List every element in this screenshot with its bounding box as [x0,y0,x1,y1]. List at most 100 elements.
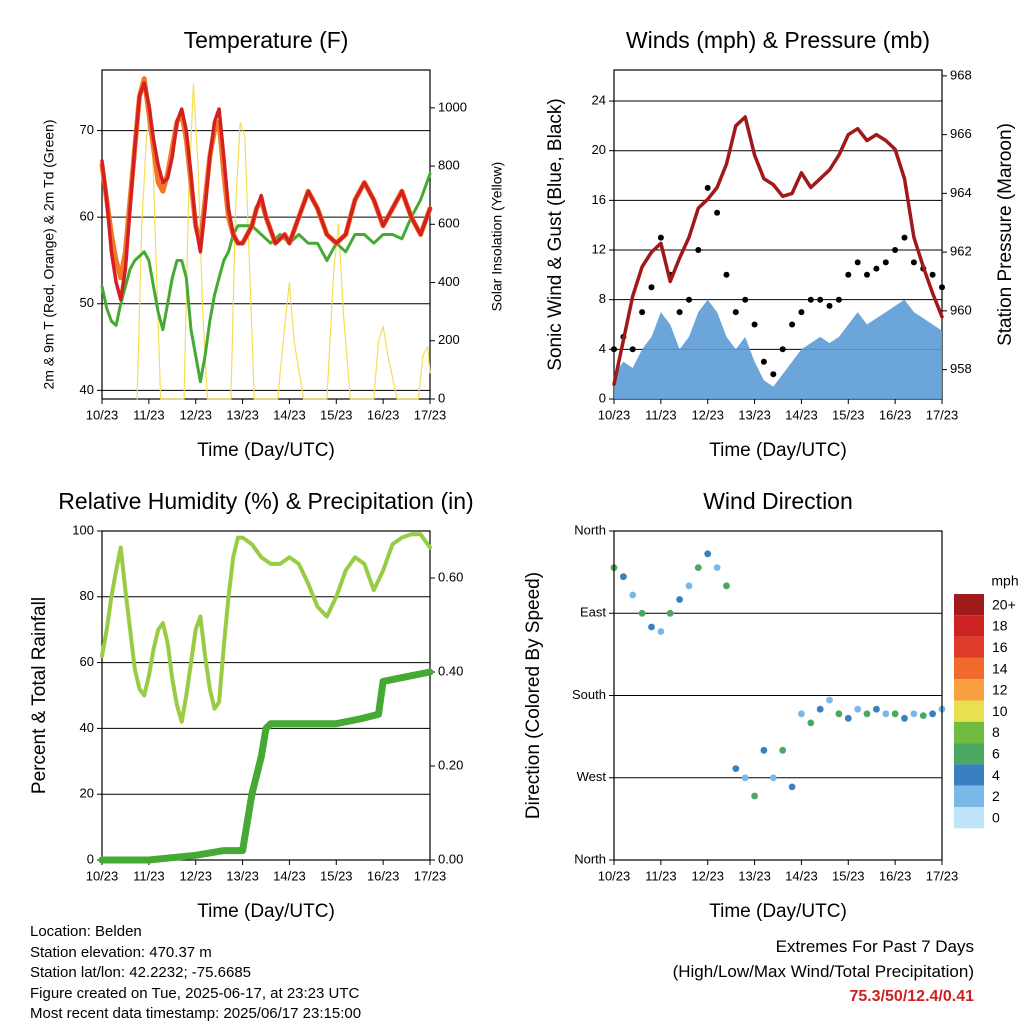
y2-tick-label: 0.20 [438,757,463,772]
y2-tick-label: 968 [950,67,972,82]
gust-point [789,321,796,328]
x-tick-label: 13/23 [738,868,771,883]
direction-point [741,774,749,782]
gust-point [873,265,880,272]
direction-point [779,746,787,754]
gust-point [742,296,749,303]
gust-point [929,271,936,278]
direction-tick-label: East [580,605,606,620]
legend-label: 2 [992,788,1000,804]
x-tick-label: 15/23 [320,407,353,422]
legend-label: 4 [992,767,1000,783]
direction-point [629,591,637,599]
direction-tick-label: West [577,769,607,784]
plot-frame [101,530,431,861]
x-tick-label: 11/23 [133,407,165,422]
x-tick-label: 17/23 [414,407,447,422]
dewpoint-line [100,172,432,384]
y-tick-label: 0 [87,851,94,866]
y-tick-label: 4 [599,341,606,356]
y2-tick-label: 200 [438,332,460,347]
panel-2-title: Winds (mph) & Pressure (mb) [626,27,930,53]
y2-tick-label: 0 [438,390,445,405]
gust-point [723,271,730,278]
gust-point [817,296,824,303]
legend-label: 20+ [992,596,1016,612]
direction-point [620,573,627,581]
legend-swatch [954,657,984,680]
direction-point [901,714,908,722]
x-tick-label: 14/23 [273,868,306,883]
solar-insolation-line [136,83,431,400]
y-tick-label: 100 [72,522,94,537]
direction-point [873,705,880,713]
gust-point [648,284,655,291]
gust-point [676,309,683,316]
x-tick-label: 14/23 [785,407,818,422]
direction-point [854,705,862,713]
legend-swatch [954,764,984,786]
legend-swatch [954,785,984,807]
x-tick-label: 16/23 [367,868,400,883]
gust-point [882,259,889,266]
plot-frame [613,530,943,861]
x-tick-label: 13/23 [226,868,259,883]
panel-4-title: Wind Direction [703,488,853,514]
direction-point [929,710,936,718]
gust-point [629,346,636,353]
x-tick-label: 14/23 [273,407,306,422]
direction-point [919,712,927,719]
y2-tick-label: 964 [950,185,972,200]
gust-point [770,371,777,378]
y-tick-label: 60 [80,654,94,669]
panel-1-xlabel: Time (Day/UTC) [197,440,335,461]
latlon-text: Station lat/lon: 42.2232; -75.6685 [30,964,252,981]
y2-tick-label: 600 [438,216,460,231]
x-tick-label: 12/23 [179,868,212,883]
direction-point [704,550,712,558]
direction-point [676,596,683,603]
legend-swatch [954,594,984,616]
extremes-values: 75.3/50/12.4/0.41 [849,988,974,1005]
gust-point [854,259,861,266]
x-tick-label: 10/23 [598,868,631,883]
gust-point [704,184,711,191]
direction-point [798,710,805,718]
x-tick-label: 12/23 [691,407,724,422]
x-tick-label: 17/23 [926,868,959,883]
y2-tick-label: 966 [950,126,972,141]
y-tick-label: 24 [592,92,606,107]
direction-point [816,705,824,713]
panel-1-y2label: Solar Insolation (Yellow) [489,162,505,312]
x-tick-label: 16/23 [367,407,400,422]
recent-text: Most recent data timestamp: 2025/06/17 2… [30,1005,362,1022]
panel-3-ylabel: Percent & Total Rainfall [29,597,50,794]
x-tick-label: 17/23 [414,868,447,883]
direction-tick-label: North [574,522,606,537]
panel-2-y2label: Station Pressure (Maroon) [995,123,1016,346]
y2-tick-label: 962 [950,244,972,259]
x-tick-label: 17/23 [926,407,959,422]
legend-swatch [954,721,984,744]
y2-tick-label: 0.00 [438,851,463,866]
x-tick-label: 15/23 [832,868,865,883]
x-tick-label: 10/23 [86,407,119,422]
x-tick-label: 14/23 [785,868,818,883]
direction-tick-label: South [572,687,606,702]
gust-point [798,309,805,316]
legend-swatch [954,679,984,701]
x-tick-label: 12/23 [691,868,724,883]
y-tick-label: 60 [80,209,94,224]
x-tick-label: 11/23 [645,407,677,422]
x-tick-label: 10/23 [86,868,119,883]
y2-tick-label: 0.60 [438,569,463,584]
direction-point [760,746,768,754]
direction-point [713,564,721,571]
direction-point [723,582,730,590]
gust-point [864,271,870,278]
gust-point [807,296,814,303]
x-tick-label: 12/23 [179,407,212,422]
x-tick-label: 11/23 [133,868,165,883]
direction-point [863,710,871,718]
